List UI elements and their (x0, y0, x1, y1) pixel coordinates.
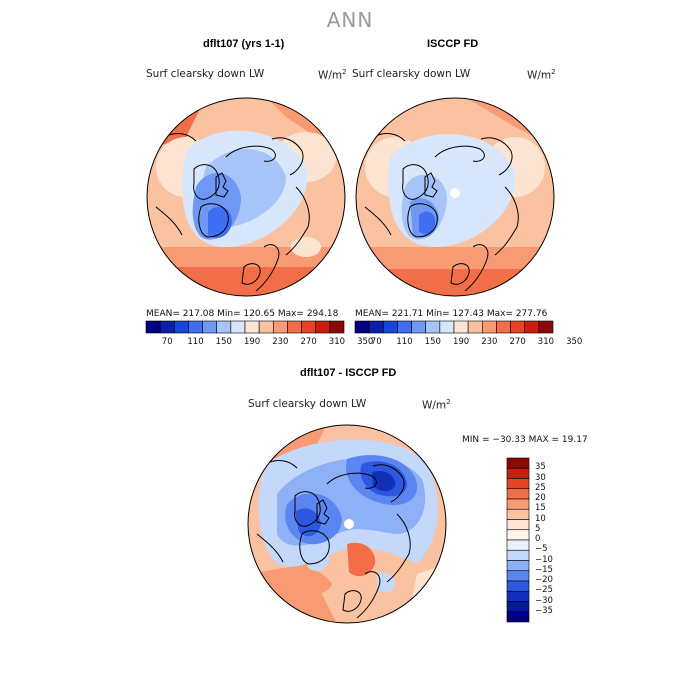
colorbar-tick-label: −35 (535, 605, 553, 616)
colorbar-swatch (145, 320, 161, 334)
colorbar-swatch (216, 320, 232, 334)
colorbar-swatch (425, 320, 441, 334)
colorbar-swatch (173, 320, 189, 334)
panel-3-stats: MIN = −30.33 MAX = 19.17 (462, 435, 588, 445)
colorbar-tick-label: 230 (481, 337, 498, 347)
colorbar-swatch (506, 508, 530, 520)
colorbar-tick-label: 0 (535, 534, 541, 544)
panel-3-units: W/m2 (422, 398, 451, 412)
colorbar-swatch (506, 457, 530, 469)
colorbar-swatch (506, 611, 530, 623)
colorbar-tick-label: 270 (509, 337, 526, 347)
colorbar-tick-label: 150 (215, 337, 232, 347)
colorbar-tick-label: 350 (566, 337, 583, 347)
colorbar-swatch (506, 549, 530, 561)
colorbar-swatch (315, 320, 331, 334)
colorbar-swatch (506, 570, 530, 582)
colorbar-swatch (258, 320, 274, 334)
page-title: ANN (326, 8, 374, 32)
colorbar-tick-label: −25 (535, 585, 553, 596)
panel-1-title: dflt107 (yrs 1-1) (203, 38, 285, 50)
colorbar-swatch (506, 488, 530, 500)
colorbar-swatch (397, 320, 412, 334)
colorbar-swatch (506, 478, 530, 490)
panel-2-stats: MEAN= 221.71 Min= 127.43 Max= 277.76 (355, 309, 548, 319)
colorbar-tick-label: 15 (535, 503, 546, 514)
colorbar-swatch (439, 320, 455, 334)
colorbar-tick-label: 5 (535, 523, 541, 534)
colorbar-swatch (496, 320, 511, 334)
colorbar-swatch (230, 320, 246, 334)
colorbar-swatch (506, 580, 530, 592)
colorbar-tick-label: 310 (537, 337, 555, 347)
panel-2-title: ISCCP FD (427, 38, 479, 50)
colorbar-swatch (382, 320, 398, 334)
colorbar-tick-label: 150 (424, 337, 441, 347)
colorbar-swatch (506, 590, 530, 602)
polar-map-difference (247, 424, 447, 624)
colorbar-swatch (301, 320, 317, 334)
colorbar-swatch (506, 560, 530, 572)
colorbar-obs (354, 320, 554, 334)
colorbar-swatch (411, 320, 427, 334)
colorbar-swatch (481, 320, 497, 334)
colorbar-tick-label: 10 (535, 513, 546, 524)
colorbar-tick-label: 20 (535, 493, 546, 503)
colorbar-tick-label: 70 (370, 337, 382, 347)
polar-map-model (146, 97, 346, 297)
colorbar-tick-label: −5 (535, 544, 548, 555)
panel-2-units: W/m2 (527, 68, 556, 82)
colorbar-swatch (244, 320, 260, 334)
colorbar-swatch (506, 539, 530, 551)
panel-3-variable: Surf clearsky down LW (248, 398, 367, 410)
colorbar-swatch (538, 320, 554, 334)
panel-2-variable: Surf clearsky down LW (352, 68, 471, 80)
colorbar-swatch (506, 467, 530, 479)
colorbar-swatch (329, 320, 345, 334)
colorbar-tick-label: −20 (535, 575, 553, 585)
panel-1-units: W/m2 (318, 68, 347, 82)
colorbar-model-labels: 70 110 150 190 230 270 310 350 (146, 337, 374, 349)
colorbar-swatch (368, 320, 384, 334)
colorbar-tick-label: 350 (357, 337, 374, 347)
colorbar-tick-label: 35 (535, 462, 546, 473)
colorbar-swatch (506, 519, 530, 531)
colorbar-swatch (159, 320, 175, 334)
colorbar-tick-label: 25 (535, 482, 546, 493)
colorbar-swatch (287, 320, 302, 334)
colorbar-swatch (188, 320, 203, 334)
colorbar-tick-label: 190 (452, 337, 470, 347)
colorbar-tick-label: 230 (272, 337, 289, 347)
colorbar-swatch (506, 498, 530, 510)
colorbar-swatch (510, 320, 526, 334)
colorbar-swatch (354, 320, 370, 334)
colorbar-swatch (202, 320, 218, 334)
colorbar-tick-label: 190 (243, 337, 261, 347)
colorbar-swatch (524, 320, 540, 334)
colorbar-swatch (506, 601, 530, 613)
colorbar-obs-labels: 70 110 150 190 230 270 310 350 (355, 337, 583, 349)
colorbar-difference-labels: 35 30 25 20 15 10 5 0 −5 −10 −15 −20 −25 −30 −35 (535, 458, 575, 622)
colorbar-swatch (467, 320, 483, 334)
colorbar-tick-label: 70 (161, 337, 173, 347)
colorbar-swatch (272, 320, 288, 334)
panel-3-title: dflt107 - ISCCP FD (300, 367, 397, 379)
colorbar-tick-label: −10 (535, 554, 553, 565)
panel-1-variable: Surf clearsky down LW (146, 68, 265, 80)
colorbar-model (145, 320, 345, 334)
colorbar-tick-label: 310 (328, 337, 346, 347)
colorbar-difference (506, 457, 530, 623)
colorbar-tick-label: 270 (300, 337, 317, 347)
colorbar-tick-label: −30 (535, 595, 553, 606)
colorbar-swatch (453, 320, 469, 334)
panel-1-stats: MEAN= 217.08 Min= 120.65 Max= 294.18 (146, 309, 339, 319)
colorbar-tick-label: −15 (535, 564, 553, 575)
colorbar-tick-label: 30 (535, 472, 546, 483)
colorbar-swatch (506, 529, 530, 541)
colorbar-tick-label: 110 (187, 337, 204, 347)
colorbar-tick-label: 110 (396, 337, 413, 347)
polar-map-obs (355, 97, 555, 297)
